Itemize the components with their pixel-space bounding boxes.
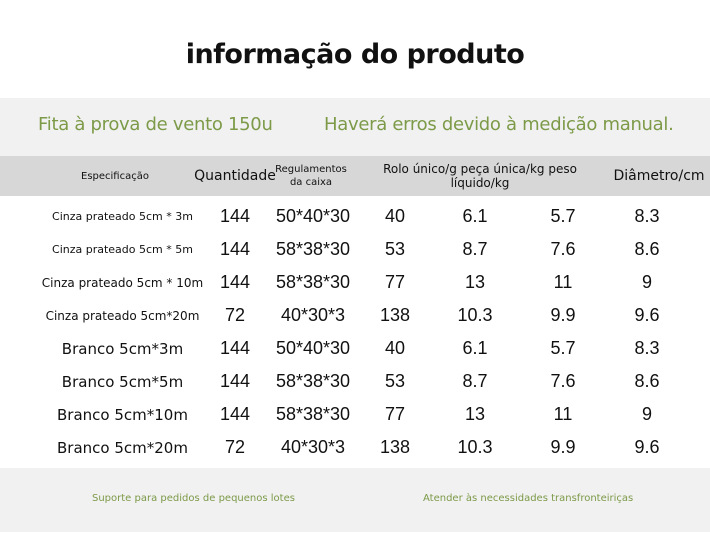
cell-box: 58*38*30 — [275, 239, 351, 259]
cell-piece-kg: 8.7 — [462, 239, 488, 259]
cell-qty: 144 — [219, 338, 251, 358]
cell-diameter: 8.6 — [634, 371, 660, 391]
cell-roll-g: 77 — [384, 272, 406, 292]
header-box-line1: Regulamentos — [275, 164, 347, 175]
cell-roll-g: 77 — [384, 404, 406, 424]
title-band: informação do produto — [0, 0, 710, 98]
cell-spec: Branco 5cm*10m — [57, 405, 188, 424]
table-row: Branco 5cm*5m 144 58*38*30 53 8.7 7.6 8.6 — [0, 365, 710, 398]
measurement-note-subtitle: Haverá erros devido à medição manual. — [324, 114, 674, 135]
cell-box: 40*30*3 — [280, 437, 346, 457]
cell-roll-g: 138 — [379, 437, 411, 457]
cell-box: 50*40*30 — [275, 206, 351, 226]
cell-net-kg: 7.6 — [550, 371, 576, 391]
cell-roll-g: 138 — [379, 305, 411, 325]
cell-box: 50*40*30 — [275, 338, 351, 358]
cell-net-kg: 7.6 — [550, 239, 576, 259]
cell-piece-kg: 10.3 — [457, 437, 493, 457]
table-body: Cinza prateado 5cm * 3m 144 50*40*30 40 6.1 5… — [0, 200, 710, 468]
table-header: Especificação Quantidade Regulamentos da… — [0, 156, 710, 196]
cell-spec: Branco 5cm*20m — [57, 438, 188, 457]
cell-roll-g: 40 — [384, 206, 406, 226]
subtitle-band: Fita à prova de vento 150u Haverá erros … — [0, 98, 710, 156]
cell-qty: 144 — [219, 239, 251, 259]
table-row: Cinza prateado 5cm * 10m 144 58*38*30 77 13 1… — [0, 266, 710, 299]
cell-diameter: 8.6 — [634, 239, 660, 259]
cell-roll-g: 53 — [384, 371, 406, 391]
cell-qty: 144 — [219, 404, 251, 424]
cell-diameter: 9.6 — [634, 437, 660, 457]
footer-band: Suporte para pedidos de pequenos lotes A… — [0, 468, 710, 532]
cell-qty: 72 — [224, 305, 246, 325]
cell-spec: Branco 5cm*3m — [61, 339, 184, 358]
cell-net-kg: 5.7 — [550, 206, 576, 226]
cell-piece-kg: 13 — [464, 272, 486, 292]
table-row: Cinza prateado 5cm * 3m 144 50*40*30 40 6.1 5… — [0, 200, 710, 233]
table-row: Cinza prateado 5cm * 5m 144 58*38*30 53 8.7 7… — [0, 233, 710, 266]
cell-box: 58*38*30 — [275, 404, 351, 424]
table-row: Branco 5cm*3m 144 50*40*30 40 6.1 5.7 8.3 — [0, 332, 710, 365]
cell-piece-kg: 6.1 — [462, 338, 488, 358]
cell-qty: 144 — [219, 371, 251, 391]
header-quantity: Quantidade — [194, 168, 276, 184]
header-spec: Especificação — [81, 170, 149, 182]
header-box: Regulamentos da caixa — [268, 156, 354, 196]
footer-cross-border: Atender às necessidades transfronteiriça… — [423, 493, 634, 504]
product-name-subtitle: Fita à prova de vento 150u — [38, 114, 273, 135]
cell-qty: 144 — [219, 272, 251, 292]
cell-diameter: 9.6 — [634, 305, 660, 325]
cell-box: 40*30*3 — [280, 305, 346, 325]
cell-net-kg: 5.7 — [550, 338, 576, 358]
cell-spec: Cinza prateado 5cm*20m — [45, 308, 200, 323]
cell-spec: Branco 5cm*5m — [61, 372, 184, 391]
cell-diameter: 9 — [641, 272, 652, 292]
cell-net-kg: 9.9 — [550, 305, 576, 325]
cell-qty: 72 — [224, 437, 246, 457]
cell-spec: Cinza prateado 5cm * 3m — [52, 210, 193, 223]
cell-net-kg: 9.9 — [550, 437, 576, 457]
cell-diameter: 8.3 — [634, 338, 660, 358]
cell-net-kg: 11 — [553, 272, 573, 292]
cell-roll-g: 53 — [384, 239, 406, 259]
table-row: Branco 5cm*10m 144 58*38*30 77 13 11 9 — [0, 398, 710, 431]
cell-diameter: 8.3 — [634, 206, 660, 226]
page-title: informação do produto — [185, 38, 525, 70]
table-row: Cinza prateado 5cm*20m 72 40*30*3 138 10.3 9.… — [0, 299, 710, 332]
cell-roll-g: 40 — [384, 338, 406, 358]
cell-piece-kg: 10.3 — [457, 305, 493, 325]
cell-box: 58*38*30 — [275, 272, 351, 292]
cell-net-kg: 11 — [553, 404, 573, 424]
table-row: Branco 5cm*20m 72 40*30*3 138 10.3 9.9 9.6 — [0, 431, 710, 464]
cell-piece-kg: 13 — [464, 404, 486, 424]
header-diameter: Diâmetro/cm — [613, 168, 705, 184]
cell-piece-kg: 8.7 — [462, 371, 488, 391]
header-box-line2: da caixa — [289, 177, 333, 188]
cell-spec: Cinza prateado 5cm * 5m — [52, 243, 193, 256]
cell-box: 58*38*30 — [275, 371, 351, 391]
cell-qty: 144 — [219, 206, 251, 226]
cell-piece-kg: 6.1 — [462, 206, 488, 226]
footer-small-orders: Suporte para pedidos de pequenos lotes — [92, 493, 295, 504]
cell-diameter: 9 — [641, 404, 652, 424]
cell-spec: Cinza prateado 5cm * 10m — [41, 275, 204, 290]
header-weights: Rolo único/g peça única/kg peso líquido/… — [383, 162, 577, 190]
